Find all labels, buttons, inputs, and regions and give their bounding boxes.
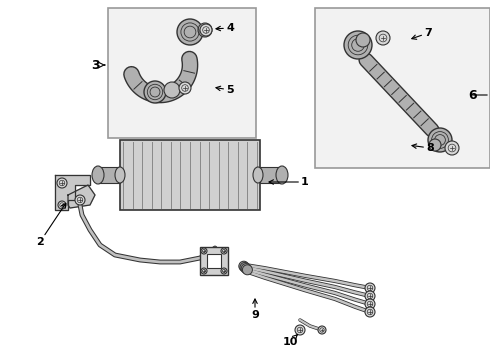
Bar xyxy=(260,167,282,183)
Ellipse shape xyxy=(92,166,104,184)
Text: 8: 8 xyxy=(412,143,434,153)
Circle shape xyxy=(221,268,227,274)
Text: 6: 6 xyxy=(468,89,477,102)
Circle shape xyxy=(295,325,305,335)
Circle shape xyxy=(241,264,251,274)
Bar xyxy=(207,254,221,268)
Circle shape xyxy=(200,24,212,36)
Circle shape xyxy=(58,201,66,209)
Circle shape xyxy=(177,19,203,45)
Circle shape xyxy=(429,139,441,151)
Circle shape xyxy=(240,262,250,273)
Text: 10: 10 xyxy=(282,335,298,347)
Circle shape xyxy=(365,283,375,293)
Circle shape xyxy=(365,291,375,301)
Circle shape xyxy=(445,141,459,155)
Circle shape xyxy=(198,23,212,37)
Circle shape xyxy=(344,31,372,59)
Circle shape xyxy=(75,195,85,205)
Ellipse shape xyxy=(253,167,263,183)
Circle shape xyxy=(365,307,375,317)
Circle shape xyxy=(428,128,452,152)
Text: 3: 3 xyxy=(91,59,100,72)
Text: 5: 5 xyxy=(216,85,234,95)
Circle shape xyxy=(144,81,166,103)
Text: 1: 1 xyxy=(269,177,309,187)
Text: 4: 4 xyxy=(216,23,234,33)
Bar xyxy=(108,8,256,138)
Ellipse shape xyxy=(115,167,125,183)
Circle shape xyxy=(201,248,207,254)
Circle shape xyxy=(201,268,207,274)
Circle shape xyxy=(57,178,67,188)
Circle shape xyxy=(239,261,249,271)
Bar xyxy=(315,8,490,168)
Circle shape xyxy=(365,299,375,309)
Bar xyxy=(200,247,228,275)
Text: 7: 7 xyxy=(412,28,432,39)
Polygon shape xyxy=(68,185,95,208)
Circle shape xyxy=(243,265,252,275)
Ellipse shape xyxy=(276,166,288,184)
Bar xyxy=(98,167,120,183)
Circle shape xyxy=(356,33,370,47)
Text: 2: 2 xyxy=(36,203,66,247)
Circle shape xyxy=(221,248,227,254)
Bar xyxy=(120,140,260,210)
Circle shape xyxy=(376,31,390,45)
Polygon shape xyxy=(55,175,90,210)
Circle shape xyxy=(179,82,191,94)
Circle shape xyxy=(164,82,180,98)
Text: 9: 9 xyxy=(251,299,259,320)
Circle shape xyxy=(318,326,326,334)
